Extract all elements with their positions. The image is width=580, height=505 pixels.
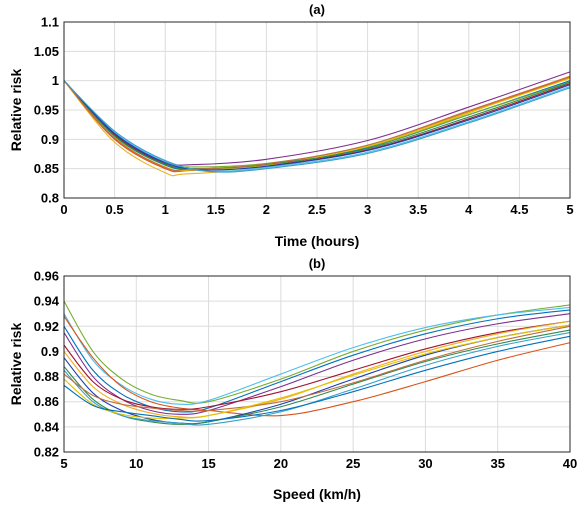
b-series-line-4 <box>63 313 571 415</box>
y-tick-label: 0.8 <box>41 191 59 206</box>
panel-b-y-tick-labels: 0.82 0.84 0.86 0.88 0.9 0.92 0.94 0.96 <box>34 269 60 460</box>
y-tick-label: 1.05 <box>34 44 59 59</box>
a-series-line-10 <box>63 80 571 171</box>
x-tick-label: 25 <box>346 456 360 471</box>
x-tick-label: 4.5 <box>510 202 528 217</box>
panel-a-y-axis-label: Relative risk <box>8 69 24 152</box>
panel-a-x-tick-labels: 0 0.5 1 1.5 2 2.5 3 3.5 4 4.5 5 <box>60 202 573 217</box>
panel-b-x-axis-label: Speed (km/h) <box>273 486 361 502</box>
x-tick-label: 2.5 <box>308 202 326 217</box>
x-tick-label: 40 <box>563 456 577 471</box>
a-series-line-12 <box>63 80 571 173</box>
x-tick-label: 4 <box>465 202 473 217</box>
x-tick-label: 0.5 <box>106 202 124 217</box>
b-series-line-1 <box>63 300 571 404</box>
y-tick-label: 0.85 <box>34 161 59 176</box>
y-tick-label: 0.96 <box>34 269 59 284</box>
y-tick-label: 0.9 <box>41 132 59 147</box>
x-tick-label: 10 <box>129 456 143 471</box>
panel-a-y-tick-labels: 0.8 0.85 0.9 0.95 1 1.05 1.1 <box>34 15 59 206</box>
y-tick-label: 0.92 <box>34 319 59 334</box>
x-tick-label: 0 <box>60 202 67 217</box>
y-tick-label: 0.94 <box>34 294 60 309</box>
panel-b-y-axis-label: Relative risk <box>8 323 24 406</box>
b-series-line-8 <box>63 324 571 425</box>
panel-b-title: (b) <box>309 256 326 271</box>
x-tick-label: 3 <box>364 202 371 217</box>
a-series-line-11 <box>63 76 571 172</box>
panel-a-x-axis-label: Time (hours) <box>275 233 360 249</box>
b-series-line-6 <box>63 320 571 410</box>
b-series-line-13 <box>63 335 571 422</box>
x-tick-label: 15 <box>201 456 215 471</box>
panel-b-axes-box <box>63 275 571 453</box>
b-series-line-11 <box>63 325 571 412</box>
panel-b-x-tick-labels: 5 10 15 20 25 30 35 40 <box>60 456 577 471</box>
x-tick-label: 35 <box>490 456 504 471</box>
panel-a: (a) 0 0.5 1 1.5 2 2.5 3 3.5 4 4.5 5 0.8 0.85 0.9 0.95… <box>8 2 574 249</box>
y-tick-label: 1 <box>52 73 59 88</box>
y-tick-label: 0.9 <box>41 344 59 359</box>
x-tick-label: 2 <box>263 202 270 217</box>
x-tick-label: 5 <box>566 202 573 217</box>
y-tick-label: 0.88 <box>34 369 59 384</box>
panel-a-series-group <box>63 71 571 177</box>
x-tick-label: 20 <box>274 456 288 471</box>
b-series-line-5 <box>63 315 571 417</box>
panel-a-axes-box <box>63 21 571 199</box>
panel-b: (b) 5 10 15 20 25 30 35 40 0.820.840.860.880.90… <box>8 256 577 502</box>
panel-a-title: (a) <box>309 2 325 17</box>
x-tick-label: 3.5 <box>409 202 427 217</box>
x-tick-label: 5 <box>60 456 67 471</box>
a-series-line-6 <box>63 80 571 172</box>
y-tick-label: 0.95 <box>34 103 59 118</box>
y-tick-label: 0.86 <box>34 394 59 409</box>
y-tick-label: 0.84 <box>34 419 60 434</box>
b-series-line-12 <box>63 324 571 420</box>
x-tick-label: 1.5 <box>207 202 225 217</box>
panel-b-series-group <box>63 300 571 426</box>
y-tick-label: 1.1 <box>41 15 59 30</box>
panel-b-grid <box>63 275 571 453</box>
x-tick-label: 30 <box>418 456 432 471</box>
x-tick-label: 1 <box>162 202 169 217</box>
b-series-line-10 <box>63 332 571 426</box>
y-tick-label: 0.82 <box>34 445 59 460</box>
